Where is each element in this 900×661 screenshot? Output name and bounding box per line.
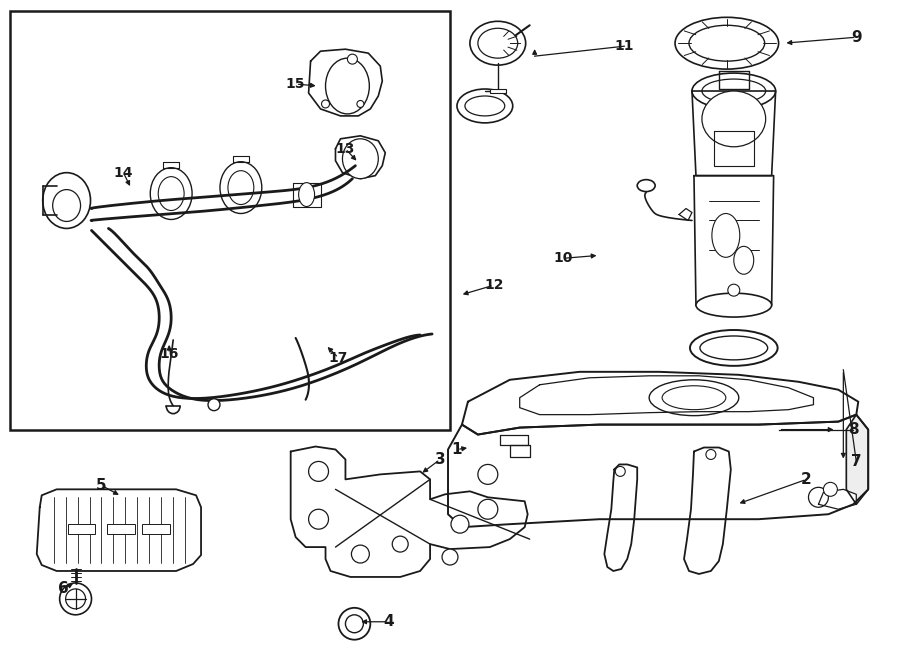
Polygon shape bbox=[519, 376, 814, 414]
Polygon shape bbox=[500, 434, 527, 444]
Text: 9: 9 bbox=[851, 30, 861, 45]
Ellipse shape bbox=[470, 21, 526, 65]
Circle shape bbox=[392, 536, 409, 552]
Ellipse shape bbox=[478, 28, 518, 58]
Ellipse shape bbox=[220, 162, 262, 214]
Text: 13: 13 bbox=[336, 141, 356, 156]
Ellipse shape bbox=[700, 336, 768, 360]
Text: 3: 3 bbox=[435, 452, 446, 467]
Polygon shape bbox=[679, 208, 692, 221]
Ellipse shape bbox=[690, 330, 778, 366]
Text: 5: 5 bbox=[96, 478, 107, 493]
Circle shape bbox=[59, 583, 92, 615]
Circle shape bbox=[346, 615, 364, 633]
Ellipse shape bbox=[692, 73, 776, 109]
Polygon shape bbox=[462, 372, 859, 434]
Bar bbox=[107, 524, 135, 534]
Circle shape bbox=[442, 549, 458, 565]
Polygon shape bbox=[336, 136, 385, 178]
Polygon shape bbox=[163, 162, 179, 168]
Ellipse shape bbox=[712, 214, 740, 257]
Ellipse shape bbox=[326, 58, 369, 114]
Ellipse shape bbox=[734, 247, 753, 274]
Polygon shape bbox=[846, 414, 868, 504]
Text: 4: 4 bbox=[382, 614, 393, 629]
Polygon shape bbox=[509, 444, 530, 457]
Polygon shape bbox=[233, 156, 248, 162]
Ellipse shape bbox=[158, 176, 184, 210]
Circle shape bbox=[824, 483, 837, 496]
Circle shape bbox=[357, 100, 364, 108]
Polygon shape bbox=[692, 91, 776, 176]
Circle shape bbox=[347, 54, 357, 64]
Circle shape bbox=[451, 515, 469, 533]
Circle shape bbox=[309, 509, 328, 529]
Ellipse shape bbox=[696, 293, 771, 317]
Circle shape bbox=[309, 461, 328, 481]
Text: 16: 16 bbox=[159, 347, 179, 361]
Polygon shape bbox=[818, 489, 856, 509]
Circle shape bbox=[808, 487, 828, 507]
Circle shape bbox=[351, 545, 369, 563]
Ellipse shape bbox=[228, 171, 254, 204]
Text: 14: 14 bbox=[113, 166, 133, 180]
Polygon shape bbox=[448, 414, 868, 527]
Ellipse shape bbox=[649, 380, 739, 416]
Circle shape bbox=[616, 467, 625, 477]
Text: 17: 17 bbox=[328, 351, 348, 365]
Ellipse shape bbox=[662, 386, 725, 410]
Circle shape bbox=[706, 449, 716, 459]
Polygon shape bbox=[694, 176, 774, 305]
Text: 2: 2 bbox=[801, 472, 812, 487]
Circle shape bbox=[478, 499, 498, 519]
Text: 11: 11 bbox=[615, 39, 634, 53]
Ellipse shape bbox=[457, 89, 513, 123]
Polygon shape bbox=[309, 49, 382, 116]
Polygon shape bbox=[291, 447, 527, 577]
Text: 15: 15 bbox=[286, 77, 305, 91]
Circle shape bbox=[208, 399, 220, 410]
Ellipse shape bbox=[465, 96, 505, 116]
Ellipse shape bbox=[689, 25, 765, 61]
Ellipse shape bbox=[42, 173, 91, 229]
Polygon shape bbox=[292, 182, 320, 206]
Ellipse shape bbox=[702, 91, 766, 147]
Ellipse shape bbox=[299, 182, 315, 206]
Ellipse shape bbox=[343, 139, 378, 178]
Polygon shape bbox=[714, 131, 753, 166]
Ellipse shape bbox=[675, 17, 778, 69]
Polygon shape bbox=[604, 465, 637, 571]
Circle shape bbox=[338, 608, 370, 640]
Ellipse shape bbox=[53, 190, 81, 221]
Text: 8: 8 bbox=[848, 422, 859, 437]
Circle shape bbox=[66, 589, 86, 609]
Text: 7: 7 bbox=[851, 454, 861, 469]
Polygon shape bbox=[684, 447, 731, 574]
Bar bbox=[142, 524, 170, 534]
Bar bbox=[10, 11, 450, 430]
Text: 12: 12 bbox=[484, 278, 504, 292]
Ellipse shape bbox=[702, 79, 766, 103]
Bar bbox=[490, 89, 506, 93]
Ellipse shape bbox=[637, 180, 655, 192]
Polygon shape bbox=[719, 71, 749, 89]
Circle shape bbox=[728, 284, 740, 296]
Polygon shape bbox=[37, 489, 201, 571]
Text: 1: 1 bbox=[452, 442, 463, 457]
Text: 10: 10 bbox=[554, 251, 573, 265]
Circle shape bbox=[321, 100, 329, 108]
Bar bbox=[68, 524, 95, 534]
Text: 6: 6 bbox=[58, 582, 69, 596]
Ellipse shape bbox=[150, 168, 192, 219]
Circle shape bbox=[478, 465, 498, 485]
